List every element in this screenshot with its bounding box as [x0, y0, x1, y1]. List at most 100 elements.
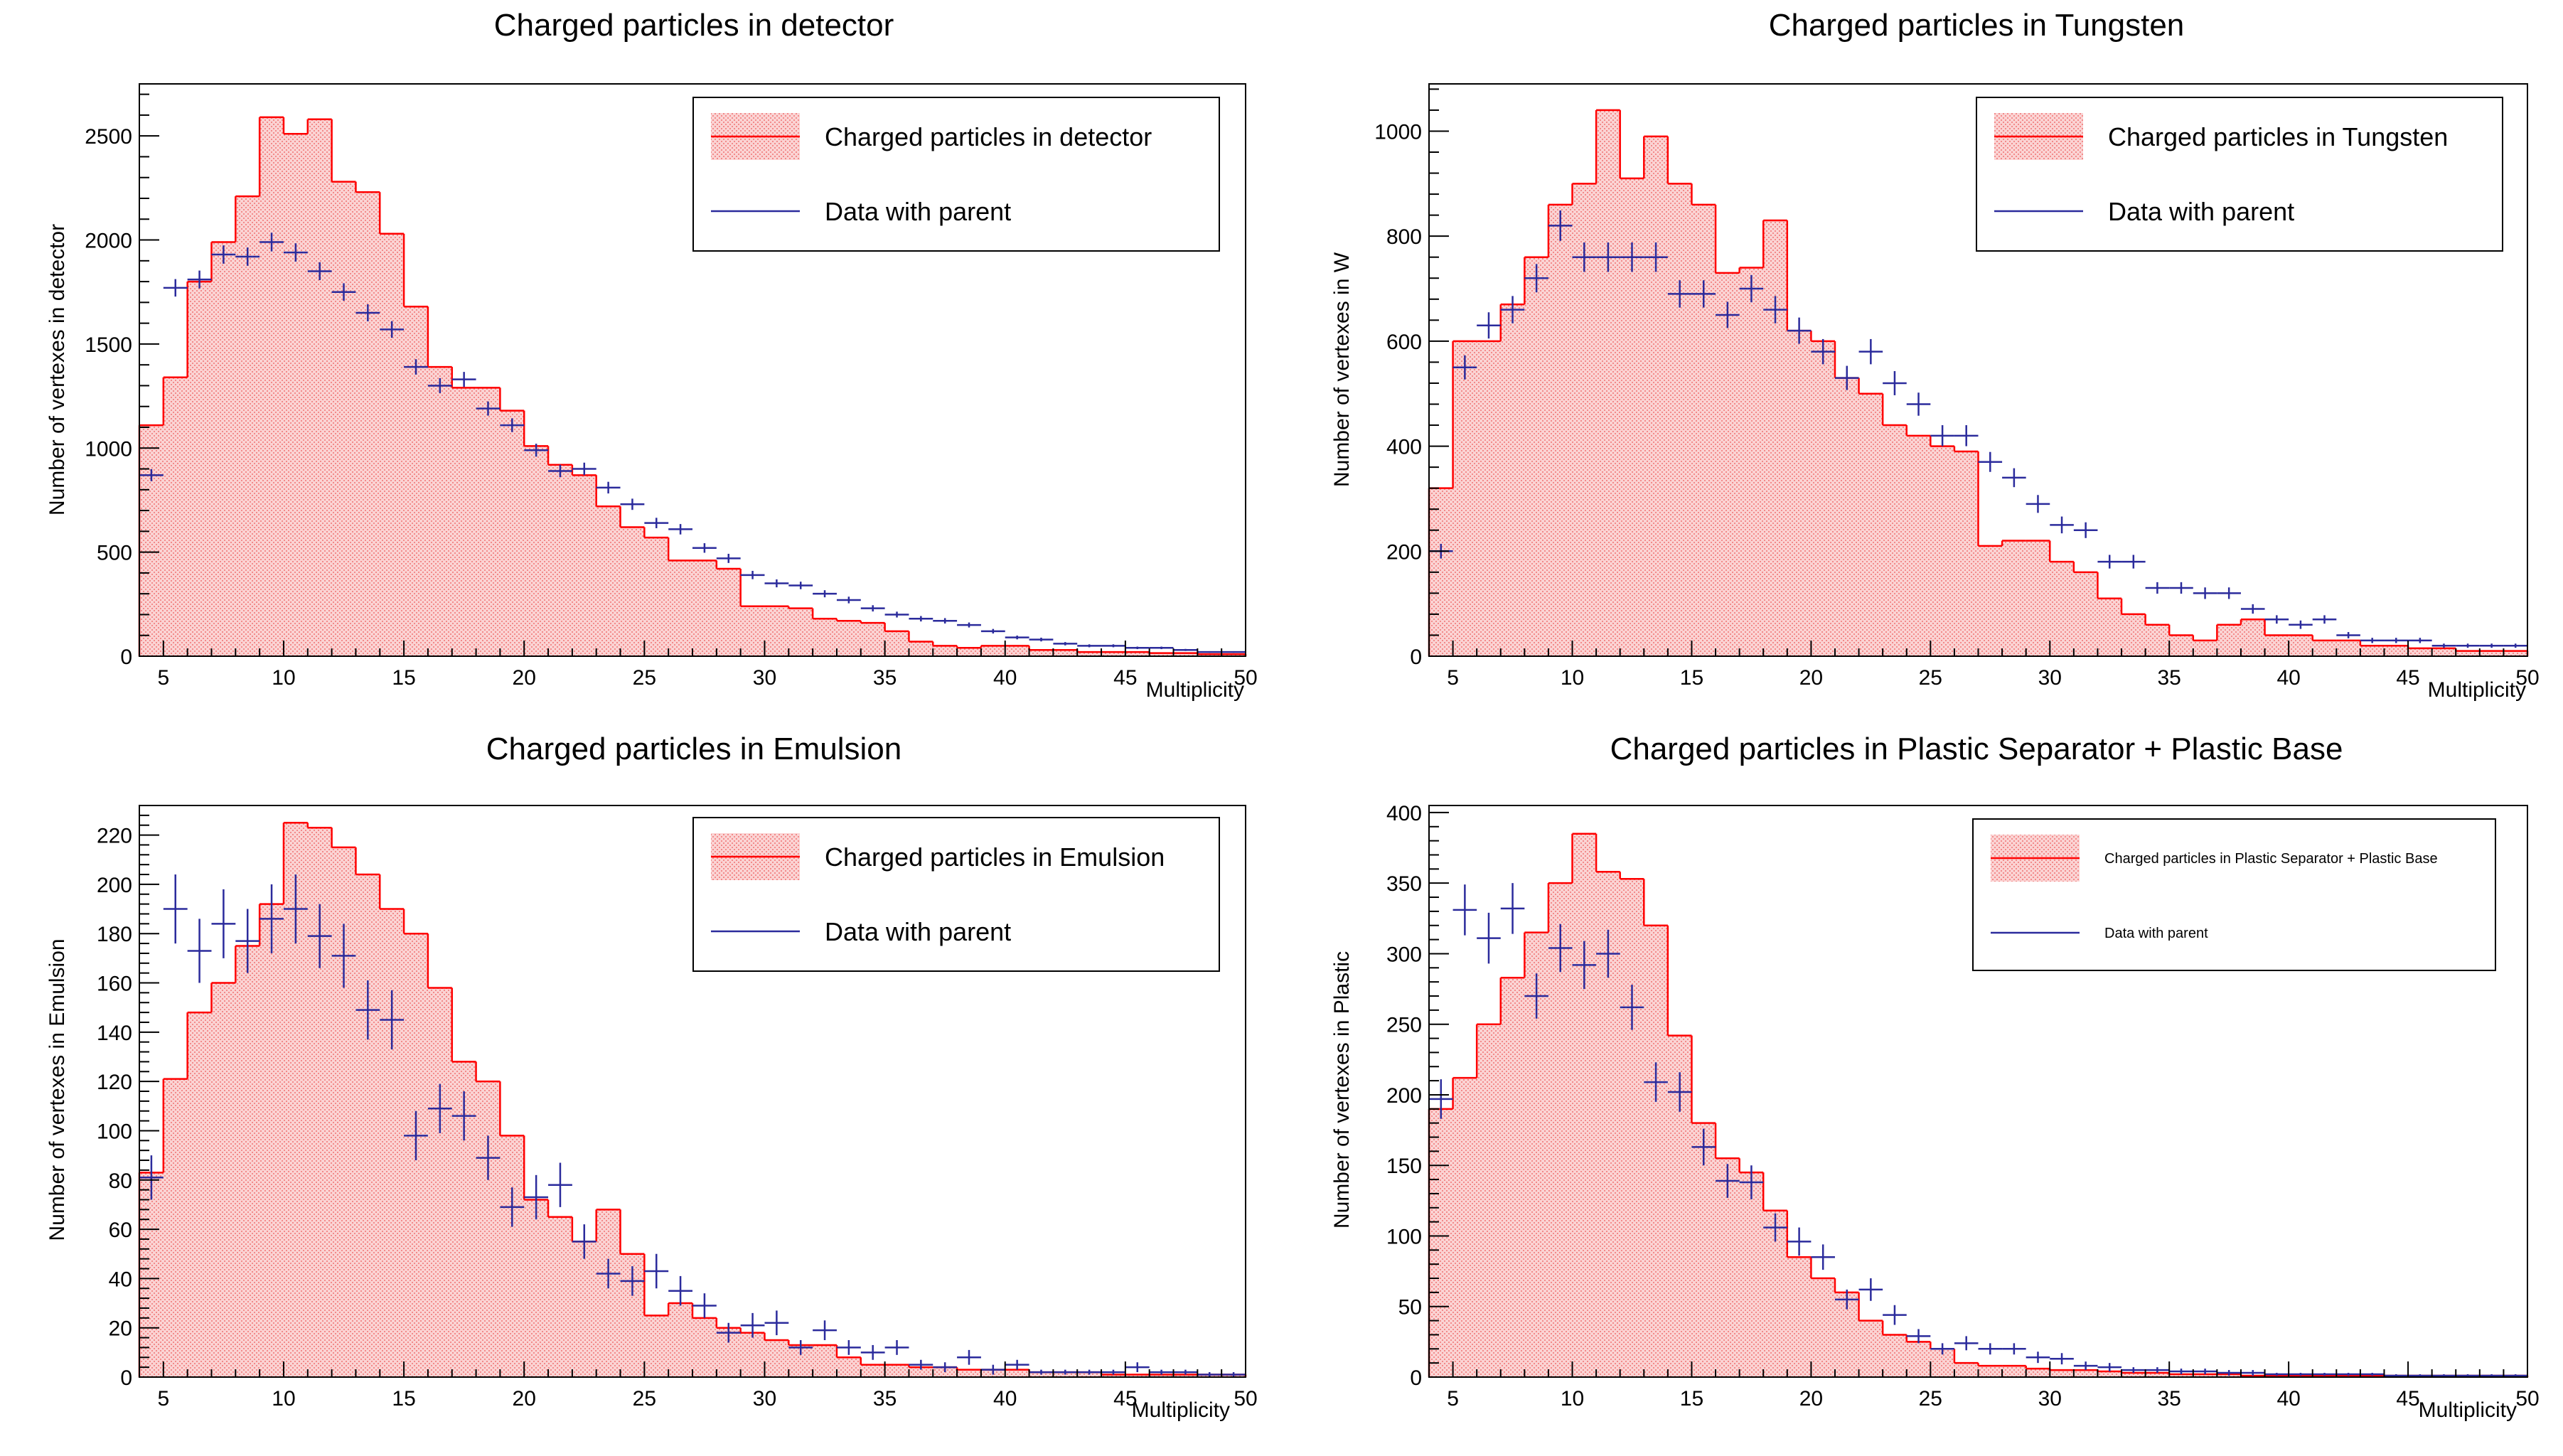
data-point	[2217, 587, 2241, 599]
data-point	[1005, 1359, 1029, 1370]
chart-title: Charged particles in Emulsion	[486, 732, 902, 766]
x-tick-label: 30	[753, 666, 776, 690]
data-point	[1739, 274, 1764, 303]
data-point	[1101, 1369, 1125, 1375]
x-tick-label: 30	[753, 1387, 776, 1410]
y-tick-label: 200	[97, 874, 132, 897]
data-point	[740, 1312, 765, 1338]
data-point	[2408, 638, 2432, 643]
panel-0: 5 10 15 20 25 30 35 40 45 5005001000150020002500C…	[46, 8, 1258, 702]
data-point	[548, 464, 572, 478]
data-point	[1524, 264, 1548, 293]
data-point	[2336, 632, 2360, 638]
data-point	[1452, 355, 1477, 380]
legend: Charged particles in Tungsten Data with p…	[1976, 97, 2503, 252]
data-point	[163, 279, 188, 297]
x-tick-label: 40	[2276, 666, 2300, 690]
data-point	[1644, 242, 1668, 272]
data-point	[1787, 317, 1812, 344]
y-axis-label: Number of vertexes in Plastic	[1330, 951, 1354, 1228]
data-point	[1005, 636, 1029, 640]
data-point	[524, 444, 549, 457]
x-tick-label: 50	[1234, 666, 1257, 690]
data-point	[1906, 1329, 1931, 1344]
data-point	[2360, 638, 2385, 643]
y-tick-label: 400	[1386, 436, 1422, 459]
x-tick-label: 5	[1447, 1387, 1459, 1410]
data-point	[1149, 1369, 1174, 1375]
data-point	[1596, 929, 1620, 978]
y-axis-label: Number of vertexes in detector	[46, 224, 69, 515]
panel-2: 5 10 15 20 25 30 35 40 45 50 0 20 40 60 80 100 120 140 160…	[46, 732, 1258, 1422]
y-tick-label: 350	[1386, 872, 1422, 896]
data-point	[1197, 651, 1222, 653]
data-point	[1524, 973, 1548, 1019]
data-point	[1500, 296, 1525, 323]
data-point	[500, 1187, 525, 1227]
data-point	[1149, 646, 1174, 650]
data-point	[1452, 884, 1477, 936]
data-point	[1125, 646, 1150, 650]
x-tick-label: 35	[2158, 666, 2181, 690]
data-point	[2312, 1373, 2337, 1376]
data-point	[1548, 210, 1573, 241]
chart-title: Charged particles in detector	[494, 8, 894, 43]
data-point	[788, 1340, 813, 1355]
y-tick-label: 20	[109, 1317, 132, 1341]
x-tick-label: 10	[272, 666, 295, 690]
data-point	[2026, 495, 2050, 513]
x-tick-label: 15	[392, 1387, 415, 1410]
data-point	[764, 1310, 789, 1336]
data-point	[211, 889, 236, 958]
data-point	[380, 321, 405, 338]
data-point	[2145, 1367, 2170, 1374]
data-point	[211, 245, 236, 264]
y-axis-label: Number of vertexes in Emulsion	[46, 938, 69, 1241]
data-point	[1787, 1227, 1812, 1256]
data-point	[813, 590, 837, 598]
y-tick-label: 600	[1386, 331, 1422, 354]
data-point	[2312, 615, 2337, 624]
data-point	[2002, 1343, 2026, 1355]
data-point	[1667, 280, 1692, 308]
data-point	[1834, 1289, 1859, 1310]
x-tick-label: 45	[2396, 666, 2419, 690]
data-point	[2384, 638, 2409, 643]
y-tick-label: 800	[1386, 225, 1422, 249]
x-axis-label: Multiplicity	[1132, 1398, 1230, 1422]
x-tick-label: 5	[1447, 666, 1459, 690]
x-tick-label: 50	[2515, 1387, 2539, 1410]
data-point	[1691, 280, 1716, 308]
x-tick-label: 50	[1234, 1387, 1257, 1410]
x-tick-label: 20	[1799, 666, 1823, 690]
data-point	[957, 622, 981, 628]
data-point	[1197, 1372, 1222, 1377]
legend-label-data: Data with parent	[825, 197, 1011, 226]
data-point	[1763, 296, 1787, 323]
data-point	[259, 232, 284, 252]
y-tick-label: 100	[97, 1120, 132, 1143]
data-point	[307, 262, 332, 281]
y-tick-label: 60	[109, 1219, 132, 1242]
histogram-fill	[139, 117, 1246, 656]
chart-title: Charged particles in Plastic Separator +…	[1610, 732, 2343, 766]
data-point	[1620, 242, 1644, 272]
data-point	[548, 1162, 572, 1207]
data-point	[2097, 1363, 2122, 1372]
data-point	[427, 378, 452, 393]
x-axis-label: Multiplicity	[2419, 1398, 2517, 1422]
data-point	[2264, 1373, 2289, 1376]
legend-label-histogram: Charged particles in Emulsion	[825, 842, 1165, 872]
data-point	[307, 904, 332, 968]
data-point	[980, 1364, 1005, 1375]
data-point	[2073, 522, 2098, 538]
x-tick-label: 50	[2515, 666, 2539, 690]
data-point	[1883, 370, 1907, 395]
data-point	[1572, 941, 1597, 990]
data-point	[572, 462, 596, 476]
y-tick-label: 120	[97, 1071, 132, 1094]
x-tick-label: 10	[1561, 666, 1584, 690]
data-point	[1548, 924, 1573, 973]
data-point	[331, 924, 356, 988]
legend: Charged particles in detector Data with p…	[692, 97, 1220, 252]
